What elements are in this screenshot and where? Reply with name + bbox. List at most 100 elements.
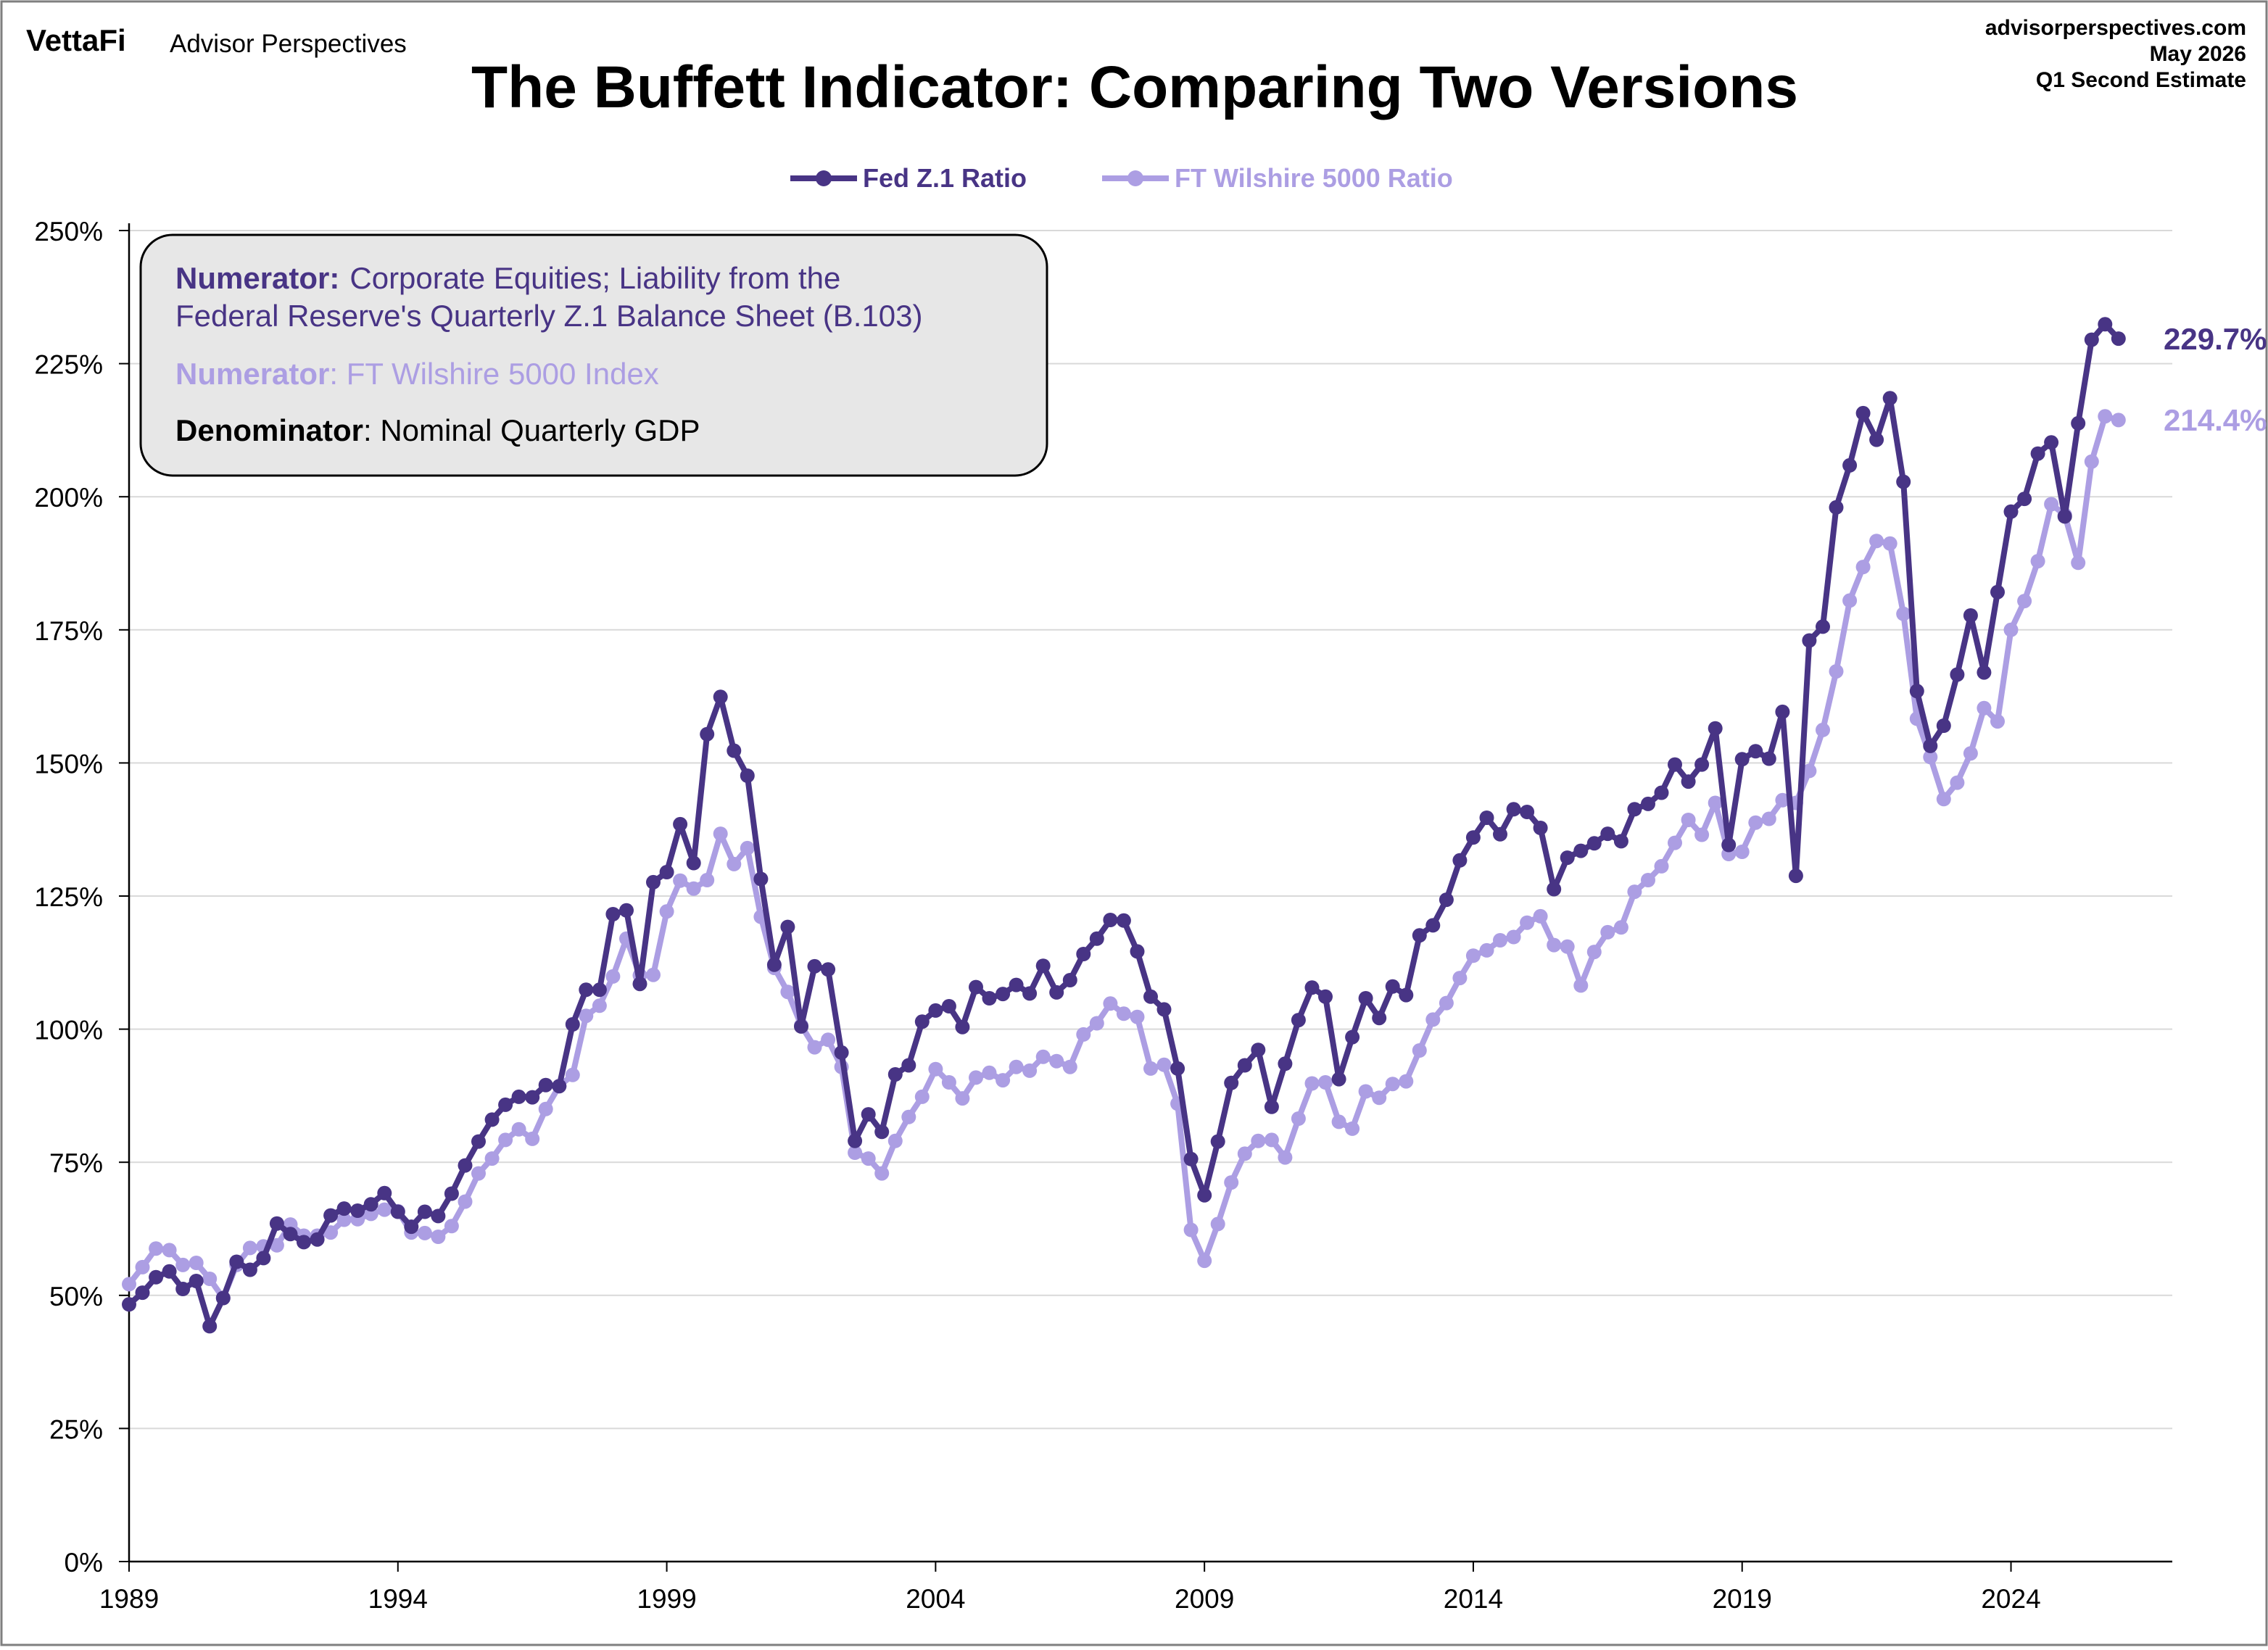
- data-point-fed: [1869, 432, 1884, 447]
- data-point-fed: [444, 1186, 459, 1201]
- data-point-fed: [1103, 913, 1118, 927]
- data-point-wilshire: [941, 1075, 956, 1090]
- data-point-fed: [1022, 986, 1038, 1001]
- data-point-wilshire: [323, 1225, 339, 1240]
- data-point-fed: [941, 999, 956, 1013]
- y-tick-label: 75%: [49, 1148, 103, 1178]
- data-point-wilshire: [1923, 750, 1938, 765]
- data-point-fed: [1547, 882, 1562, 897]
- data-point-wilshire: [2111, 412, 2126, 428]
- info-box-background: [139, 233, 1048, 477]
- data-point-wilshire: [377, 1202, 392, 1217]
- data-point-fed: [1721, 837, 1737, 853]
- data-point-fed: [135, 1285, 150, 1301]
- x-tick-label: 2014: [1444, 1584, 1503, 1614]
- data-point-fed: [659, 865, 674, 879]
- data-point-fed: [256, 1251, 271, 1266]
- data-point-wilshire: [1264, 1132, 1279, 1148]
- data-point-wilshire: [511, 1122, 526, 1137]
- data-point-wilshire: [1345, 1121, 1360, 1136]
- data-point-wilshire: [1668, 835, 1682, 850]
- data-point-fed: [269, 1216, 284, 1231]
- data-point-wilshire: [1977, 700, 1992, 716]
- x-tick-label: 2024: [1981, 1584, 2040, 1614]
- data-point-fed: [955, 1019, 970, 1035]
- data-point-fed: [1062, 973, 1077, 987]
- x-tick-label: 2004: [906, 1584, 965, 1614]
- data-point-wilshire: [1116, 1006, 1131, 1021]
- data-point-wilshire: [1439, 995, 1454, 1011]
- data-point-fed: [673, 816, 688, 832]
- data-point-fed: [431, 1209, 446, 1224]
- data-point-fed: [1977, 665, 1992, 680]
- data-point-wilshire: [659, 904, 674, 919]
- data-point-fed: [189, 1274, 204, 1288]
- data-point-fed: [2071, 415, 2086, 431]
- info-denominator-label: Denominator: [175, 413, 363, 447]
- data-point-fed: [1385, 979, 1400, 994]
- data-point-wilshire: [471, 1166, 486, 1181]
- y-tick-label: 250%: [34, 217, 103, 246]
- data-point-wilshire: [1372, 1090, 1387, 1106]
- data-point-wilshire: [727, 856, 742, 871]
- data-point-fed: [1412, 928, 1427, 943]
- data-point-wilshire: [646, 967, 661, 982]
- data-point-wilshire: [914, 1089, 930, 1104]
- data-point-wilshire: [1627, 884, 1642, 900]
- data-point-fed: [1600, 826, 1615, 842]
- report-date: May 2026: [2150, 42, 2246, 66]
- data-point-fed: [552, 1079, 567, 1094]
- info-denominator-text: : Nominal Quarterly GDP: [363, 413, 700, 447]
- data-point-wilshire: [122, 1277, 136, 1292]
- data-point-fed: [1439, 892, 1454, 908]
- data-point-wilshire: [1613, 920, 1628, 935]
- data-point-fed: [283, 1227, 298, 1242]
- data-point-fed: [2030, 446, 2045, 461]
- data-point-fed: [713, 689, 728, 705]
- data-point-fed: [1882, 391, 1897, 406]
- data-point-wilshire: [1520, 915, 1535, 930]
- data-point-wilshire: [1130, 1009, 1145, 1024]
- data-point-wilshire: [1936, 792, 1951, 807]
- y-tick-label: 150%: [34, 749, 103, 779]
- data-point-wilshire: [1224, 1175, 1239, 1190]
- data-point-fed: [1506, 802, 1521, 817]
- data-point-wilshire: [713, 826, 728, 842]
- data-point-fed: [727, 743, 742, 758]
- data-point-wilshire: [928, 1061, 943, 1077]
- data-point-fed: [1654, 785, 1669, 800]
- data-point-fed: [1130, 944, 1145, 959]
- data-point-fed: [1748, 744, 1763, 759]
- data-point-wilshire: [417, 1225, 432, 1240]
- data-point-wilshire: [1358, 1084, 1373, 1099]
- data-point-fed: [310, 1232, 325, 1247]
- data-point-wilshire: [1237, 1146, 1252, 1161]
- data-point-fed: [861, 1107, 876, 1122]
- data-point-fed: [1950, 667, 1965, 682]
- data-point-wilshire: [1210, 1216, 1225, 1232]
- data-point-fed: [1399, 987, 1414, 1003]
- data-point-fed: [297, 1235, 311, 1250]
- series-fed: [122, 317, 2126, 1334]
- data-point-fed: [471, 1134, 486, 1149]
- data-point-wilshire: [969, 1070, 983, 1085]
- data-point-wilshire: [1708, 795, 1723, 811]
- data-point-fed: [1425, 918, 1441, 933]
- data-point-fed: [498, 1097, 513, 1112]
- data-point-wilshire: [1748, 815, 1763, 830]
- info-box: Numerator: Corporate Equities; Liability …: [139, 233, 1048, 477]
- data-point-fed: [1668, 757, 1682, 772]
- data-point-wilshire: [996, 1073, 1011, 1088]
- data-point-fed: [1358, 991, 1373, 1006]
- data-point-fed: [1089, 931, 1104, 946]
- data-point-wilshire: [2003, 622, 2019, 637]
- data-point-fed: [1493, 826, 1507, 842]
- data-point-fed: [1049, 984, 1064, 1000]
- data-point-fed: [1291, 1013, 1306, 1028]
- data-point-fed: [1210, 1134, 1225, 1149]
- data-point-wilshire: [1829, 664, 1844, 679]
- data-point-wilshire: [1479, 942, 1494, 958]
- x-tick-label: 1999: [637, 1584, 696, 1614]
- info-wilshire-line: Numerator: FT Wilshire 5000 Index: [175, 357, 659, 391]
- info-fed-label: Numerator:: [175, 261, 339, 295]
